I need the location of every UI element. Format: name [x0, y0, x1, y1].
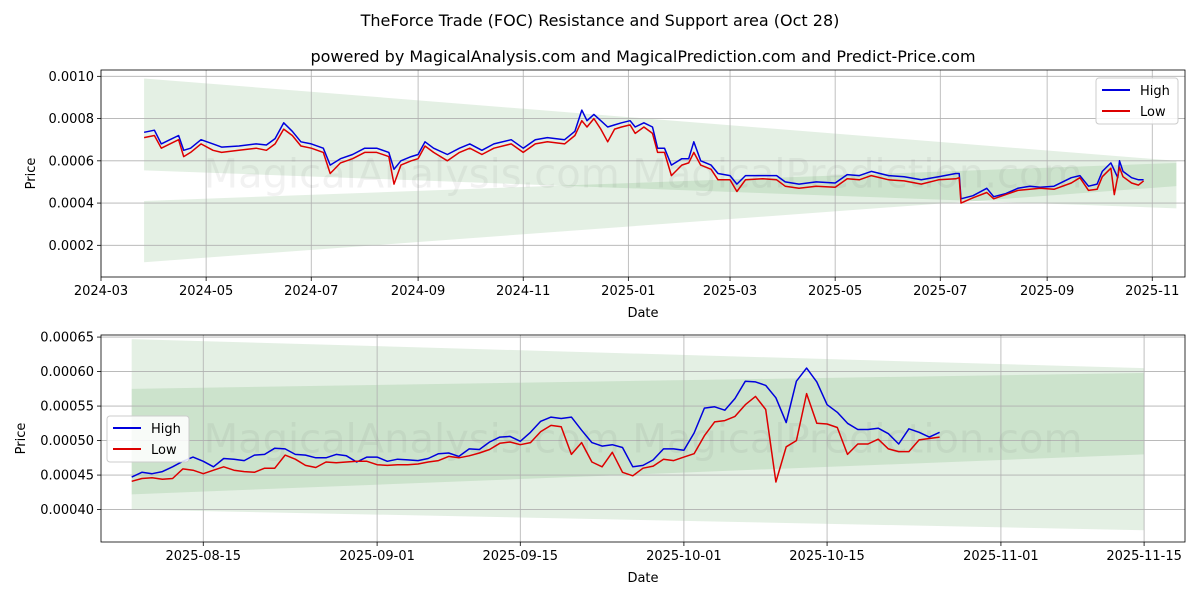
x-tick-label: 2025-07 [913, 284, 967, 299]
y-tick-label: 0.00045 [40, 469, 94, 484]
zoom-chart: MagicalAnalysis.com MagicalPrediction.co… [14, 331, 1186, 586]
y-tick-label: 0.0008 [49, 112, 95, 127]
y-tick-label: 0.0004 [49, 197, 95, 212]
chart-subtitle: powered by MagicalAnalysis.com and Magic… [310, 47, 975, 66]
y-tick-label: 0.0010 [49, 70, 95, 85]
chart-title: TheForce Trade (FOC) Resistance and Supp… [360, 11, 840, 30]
x-tick-label: 2024-09 [391, 284, 445, 299]
band-support-area [144, 162, 1177, 263]
y-tick-label: 0.00055 [40, 400, 94, 415]
y-axis-label: Price [14, 423, 29, 455]
x-tick-label: 2024-03 [74, 284, 128, 299]
y-axis-label: Price [24, 158, 39, 190]
x-tick-label: 2025-11 [1125, 284, 1179, 299]
legend-label-low: Low [151, 443, 177, 458]
x-tick-label: 2024-11 [496, 284, 550, 299]
legend: High Low [1095, 77, 1179, 125]
legend-label-high: High [1140, 84, 1170, 99]
legend: High Low [106, 415, 190, 463]
series-group [131, 367, 940, 483]
x-tick-label: 2025-11-01 [963, 549, 1039, 564]
series-line-low [131, 392, 940, 483]
x-tick-label: 2025-10-15 [789, 549, 865, 564]
x-tick-label: 2025-03 [703, 284, 757, 299]
grid [101, 335, 1185, 542]
y-tick-label: 0.0006 [49, 154, 95, 169]
series-line-low [143, 117, 1145, 204]
x-tick-label: 2024-05 [179, 284, 233, 299]
x-tick-label: 2025-10-01 [646, 549, 722, 564]
band-group [131, 339, 1145, 531]
band-support-area [131, 372, 1145, 495]
y-tick-label: 0.0002 [49, 239, 95, 254]
x-axis-label: Date [627, 571, 658, 586]
band-resistance-area [144, 78, 1177, 209]
y-tick-label: 0.00060 [40, 365, 94, 380]
band-resistance-area [131, 339, 1145, 531]
band-group [144, 78, 1177, 263]
x-tick-label: 2024-07 [284, 284, 338, 299]
y-tick-label: 0.00065 [40, 331, 94, 346]
watermark: MagicalAnalysis.com MagicalPrediction.co… [204, 417, 1083, 463]
series-line-high [131, 367, 940, 478]
x-tick-label: 2025-11-15 [1106, 549, 1182, 564]
legend-label-low: Low [1140, 105, 1166, 120]
series-line-high [143, 109, 1144, 200]
y-tick-label: 0.00040 [40, 503, 94, 518]
x-tick-label: 2025-09 [1020, 284, 1074, 299]
x-tick-label: 2025-08-15 [165, 549, 241, 564]
x-tick-label: 2025-05 [808, 284, 862, 299]
y-tick-label: 0.00050 [40, 434, 94, 449]
legend-label-high: High [151, 422, 181, 437]
axes-frame [100, 69, 1186, 278]
overview-chart: MagicalAnalysis.com MagicalPrediction.co… [24, 69, 1186, 321]
x-tick-label: 2025-01 [601, 284, 655, 299]
x-tick-label: 2025-09-15 [483, 549, 559, 564]
x-tick-label: 2025-09-01 [339, 549, 415, 564]
x-axis-label: Date [627, 306, 658, 321]
axes-frame [100, 334, 1186, 543]
series-group [143, 109, 1145, 204]
